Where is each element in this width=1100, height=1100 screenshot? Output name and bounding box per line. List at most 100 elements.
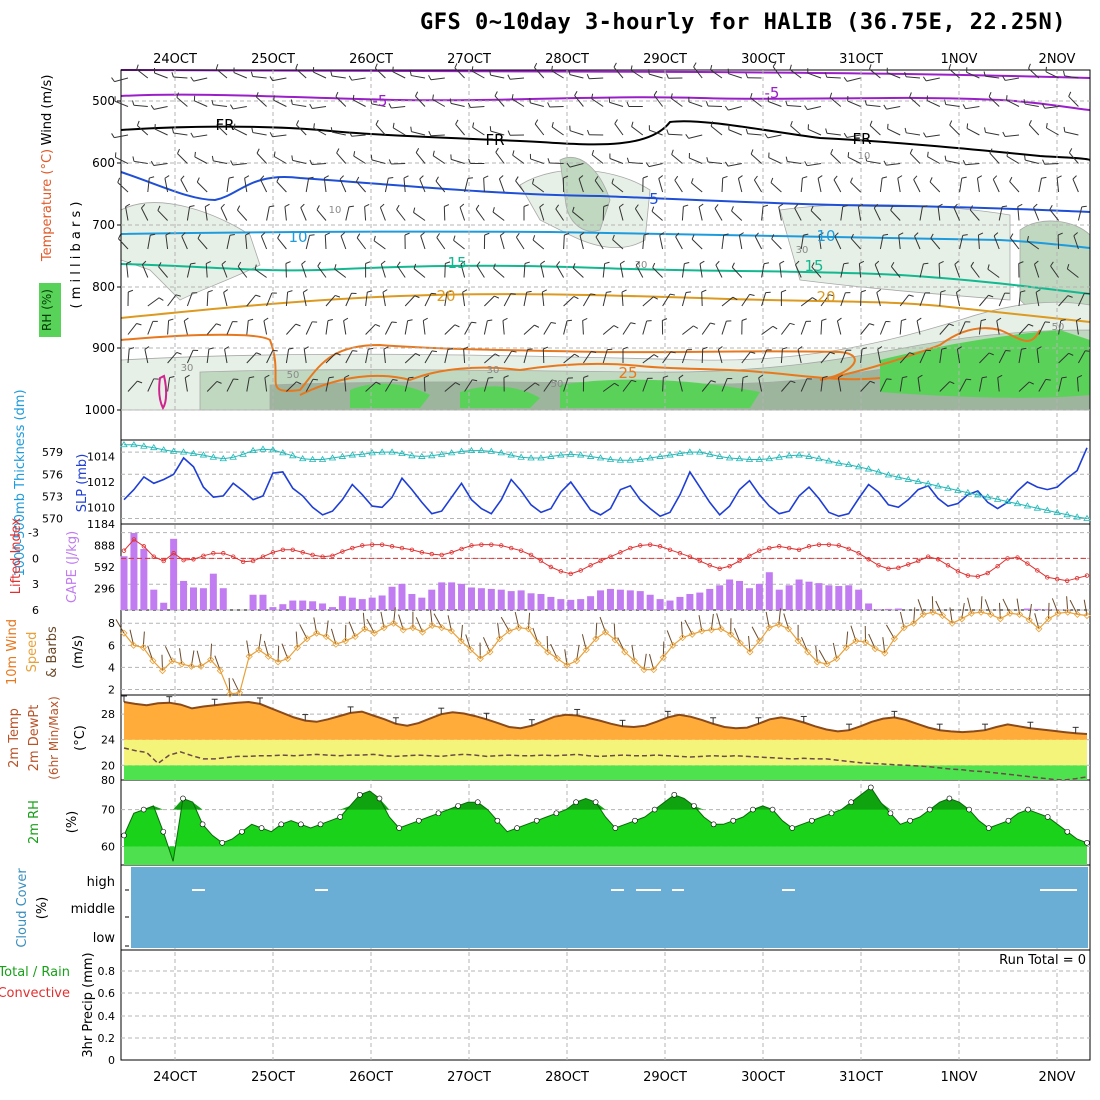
contour-label: 20 (436, 287, 455, 305)
wind-barb-flag (781, 289, 787, 293)
thickness-point (725, 454, 734, 461)
cape-bar (428, 589, 436, 610)
wind-barb-flag (189, 205, 195, 208)
wind-speed-point (833, 655, 841, 663)
wind-speed-point (553, 655, 561, 663)
wind-barb (701, 380, 712, 392)
wind-barb-flag (917, 374, 923, 379)
wind-barb-flag (502, 317, 508, 322)
wind-speed-point (871, 645, 879, 653)
wind-speed-point (524, 625, 533, 633)
wind-barb-flag (923, 132, 927, 138)
precip-tick-label: 0.2 (98, 1032, 116, 1045)
wind-barb-flag (367, 290, 373, 293)
wind-barb (1027, 240, 1040, 250)
wind-barb (453, 239, 465, 250)
wind-barb-flag (340, 232, 346, 237)
wind-speed-point (235, 689, 244, 697)
wind-barb-flag (1045, 378, 1051, 381)
wind-barb (563, 320, 568, 335)
lifted-index-point (955, 569, 961, 574)
wind-barb-flag (295, 63, 299, 69)
wind-barb (543, 322, 552, 335)
wind-barb-flag (1057, 232, 1063, 236)
cape-bar (279, 604, 287, 610)
lifted-tick-label: 0 (32, 552, 39, 565)
wind-barb (263, 320, 268, 335)
wind-barb-flag (978, 232, 984, 236)
wind-barb-flag (659, 232, 665, 236)
wind-speed-point (601, 628, 610, 636)
slp-tick-label: 1010 (87, 501, 115, 514)
wind-speed-point (1083, 611, 1091, 620)
dewpoint-line (123, 747, 1088, 781)
thickness-point (1013, 499, 1022, 507)
wind-barb-flag (812, 297, 817, 301)
wind-barb-flag (141, 203, 146, 209)
wind-barb (1068, 96, 1079, 107)
wind-barb (778, 206, 782, 221)
rh-high-area (124, 787, 1087, 810)
wind-speed-point (910, 619, 918, 627)
run-total-label: Run Total = 0 (999, 953, 1086, 968)
wind-barb-flag (455, 119, 459, 125)
wind-barb (117, 182, 129, 193)
wind-barb-flag (408, 376, 414, 379)
wind-barb (311, 163, 327, 165)
wind-speed-point (544, 648, 552, 656)
wind-speed-point (293, 643, 301, 652)
wind-barb-flag (1029, 381, 1034, 385)
wind-barb (464, 379, 473, 392)
wind-barb (768, 157, 782, 164)
wind-barb-flag (1072, 175, 1077, 180)
wind-barb (767, 134, 782, 139)
wind-barb-flag (962, 104, 967, 109)
wind-barb (451, 158, 465, 164)
cape-bar (587, 596, 595, 610)
thickness-point (894, 473, 903, 480)
ylabel-wind-3: & Barbs (45, 626, 60, 678)
wind-barb-flag (190, 132, 194, 138)
wind-barb (325, 352, 337, 364)
wind-barb-flag (540, 260, 546, 265)
thickness-point (269, 446, 277, 453)
contour-label: 30 (635, 260, 648, 271)
wind-barb (302, 292, 307, 307)
wind-barb (147, 178, 150, 193)
wind-barb (833, 179, 842, 193)
wind-barb-flag (869, 323, 875, 326)
wind-barb (216, 124, 228, 136)
wind-barb-flag (432, 94, 434, 100)
cape-bar (567, 599, 575, 610)
wind-barb (652, 267, 663, 278)
wind-barb (237, 266, 248, 278)
ylabel-rh2m-units: (%) (65, 811, 80, 834)
wind-barb (698, 206, 703, 221)
date-label-bottom: 2NOV (1039, 1070, 1076, 1085)
wind-barb-flag (118, 234, 122, 239)
wind-barb-flag (770, 177, 774, 183)
wind-barb-flag (897, 175, 903, 179)
wind-barb-flag (1068, 352, 1074, 356)
wind-barb-flag (269, 205, 275, 208)
wind-barb-flag (591, 350, 597, 353)
wind-barb-flag (908, 294, 914, 297)
thickness-point (845, 460, 853, 468)
thickness-point (686, 448, 694, 455)
wind-barb (840, 349, 847, 364)
wind-barb-flag (929, 177, 933, 183)
wind-barb-flag (273, 151, 276, 157)
wind-barb (300, 207, 307, 221)
wind-speed-point (226, 690, 234, 698)
cloud-level-label: high (87, 875, 115, 890)
wind-speed-point (1054, 609, 1062, 617)
wind-barb (186, 206, 191, 221)
wind-barb (515, 236, 525, 250)
cape-bar (418, 597, 426, 610)
thickness-point (805, 452, 813, 459)
wind-barb-flag (343, 317, 349, 322)
wind-barb-flag (261, 232, 266, 237)
wind-barb (602, 292, 607, 307)
cape-bar (606, 588, 614, 610)
thickness-point (537, 454, 545, 461)
